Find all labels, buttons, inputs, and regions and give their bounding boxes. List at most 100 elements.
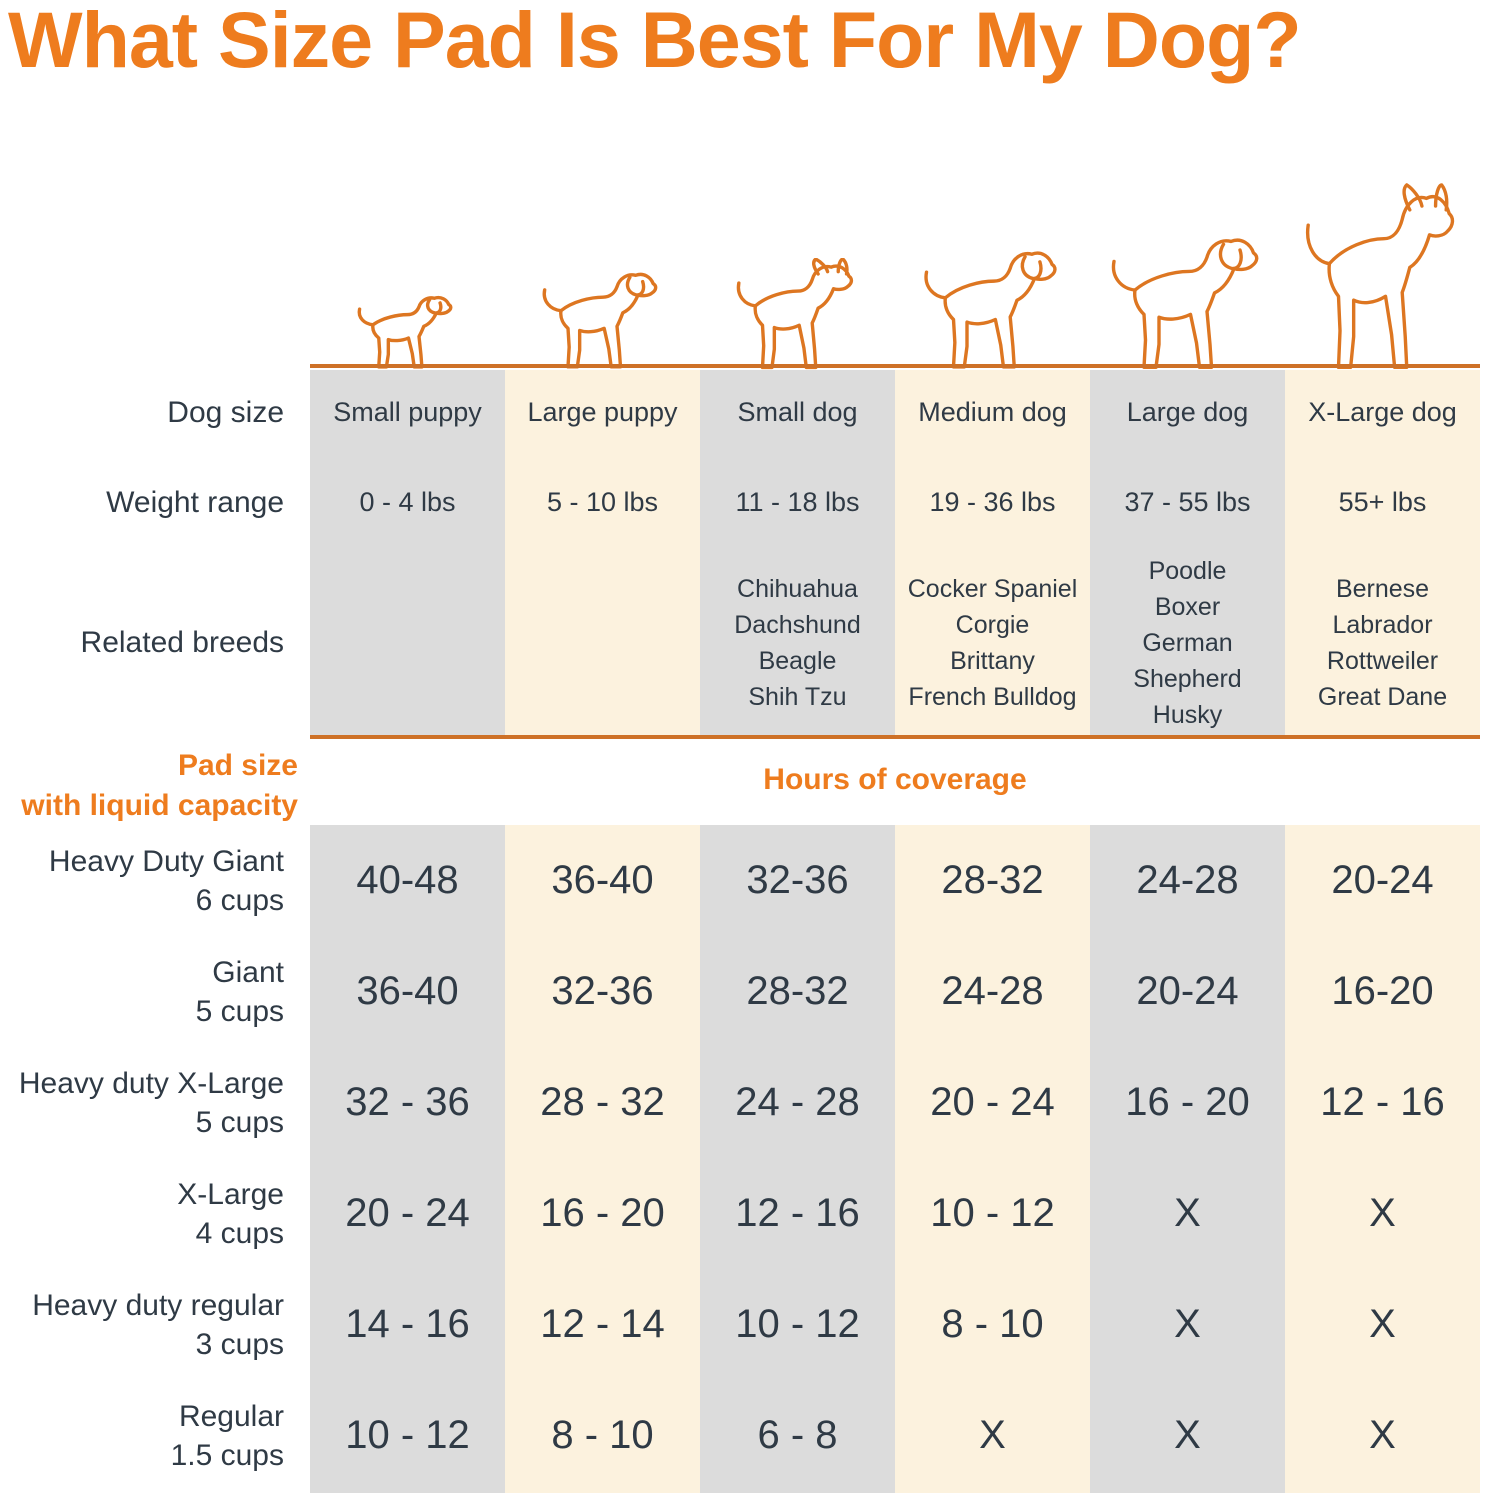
weight-value: 5 - 10 lbs — [546, 487, 659, 517]
breed-item: Beagle — [758, 646, 837, 675]
hours-cell: 10 - 12 — [345, 1413, 470, 1457]
hours-cell: X — [979, 1413, 1006, 1457]
pad-capacity: 5 cups — [195, 1105, 284, 1139]
pad-name: Heavy Duty Giant — [48, 844, 284, 878]
hours-cell: X — [1369, 1191, 1396, 1235]
pad-size-label-line2: with liquid capacity — [21, 788, 298, 822]
breed-item: Poodle — [1148, 556, 1227, 585]
column-background — [310, 370, 505, 737]
hours-cell: 12 - 16 — [735, 1191, 860, 1235]
hours-cell: 16-20 — [1331, 969, 1434, 1013]
column-header: Small puppy — [333, 397, 482, 427]
pad-row: Heavy duty regular 3 cups 14 - 16 12 - 1… — [0, 1269, 1480, 1380]
pad-row-label: Heavy Duty Giant 6 cups — [0, 825, 310, 936]
weight-value: 11 - 18 lbs — [735, 487, 860, 517]
pad-row-label: Heavy duty X-Large 5 cups — [0, 1047, 310, 1158]
hours-cell: 8 - 10 — [551, 1413, 654, 1457]
breed-item: Boxer — [1154, 592, 1221, 621]
breed-item: Labrador — [1332, 610, 1433, 639]
hours-cell: 40-48 — [356, 858, 459, 902]
hours-cell: 20-24 — [1136, 969, 1239, 1013]
pad-row: X-Large 4 cups 20 - 24 16 - 20 12 - 16 1… — [0, 1158, 1480, 1269]
weight-range-row: Weight range 0 - 4 lbs 5 - 10 lbs 11 - 1… — [0, 455, 1480, 550]
medium-dog-icon — [913, 244, 1075, 372]
hours-cell: 10 - 12 — [735, 1302, 860, 1346]
column-header: Large dog — [1126, 397, 1249, 427]
column-background — [895, 370, 1090, 737]
column-header: X-Large dog — [1308, 397, 1457, 427]
breeds-list — [505, 550, 700, 735]
ground-line — [310, 364, 1480, 368]
column-header: Medium dog — [918, 397, 1067, 427]
hours-cell: 20-24 — [1331, 858, 1434, 902]
breed-item: Bernese — [1335, 574, 1430, 603]
pad-capacity: 3 cups — [195, 1327, 284, 1361]
column-background — [895, 825, 1090, 1493]
hours-cell: X — [1174, 1191, 1201, 1235]
hours-cell: 24-28 — [1136, 858, 1239, 902]
breed-item: Shih Tzu — [748, 682, 847, 711]
pad-row-label: Regular 1.5 cups — [0, 1380, 310, 1491]
pad-row: Giant 5 cups 36-40 32-36 28-32 24-28 20-… — [0, 936, 1480, 1047]
column-header: Large puppy — [527, 397, 678, 427]
hours-of-coverage-header: Hours of coverage — [763, 763, 1027, 796]
column-background — [505, 370, 700, 737]
weight-value: 37 - 55 lbs — [1124, 487, 1251, 517]
header-columns-background — [310, 370, 1480, 737]
hours-cell: 28-32 — [746, 969, 849, 1013]
column-background — [700, 370, 895, 737]
dog-size-row: Dog size Small puppy Large puppy Small d… — [0, 370, 1480, 455]
column-background — [1285, 370, 1480, 737]
hours-cell: 8 - 10 — [941, 1302, 1044, 1346]
column-background — [505, 825, 700, 1493]
breed-item: Brittany — [950, 646, 1035, 675]
hours-cell: X — [1174, 1413, 1201, 1457]
breeds-list — [310, 550, 505, 735]
hours-cell: 32 - 36 — [345, 1080, 470, 1124]
hours-cell: 36-40 — [356, 969, 459, 1013]
related-breeds-row: Related breeds Chihuahua Dachshund Beagl… — [0, 550, 1480, 735]
pad-name: Giant — [212, 955, 284, 989]
hours-cell: 10 - 12 — [930, 1191, 1055, 1235]
small-puppy-icon — [350, 292, 465, 370]
hours-cell: 16 - 20 — [1125, 1080, 1250, 1124]
column-background — [1285, 825, 1480, 1493]
breeds-list: Poodle Boxer German Shepherd Husky — [1090, 550, 1285, 735]
large-puppy-icon — [533, 267, 673, 371]
hours-cell: 14 - 16 — [345, 1302, 470, 1346]
breed-item: Corgie — [955, 610, 1030, 639]
breed-item: Husky — [1152, 700, 1223, 729]
column-background — [700, 825, 895, 1493]
hours-cell: 32-36 — [551, 969, 654, 1013]
hours-cell: 28-32 — [941, 858, 1044, 902]
pad-size-label-line1: Pad size — [177, 749, 298, 782]
pad-name: Heavy duty regular — [32, 1288, 284, 1322]
hours-cell: 24 - 28 — [735, 1080, 860, 1124]
pad-capacity: 1.5 cups — [170, 1438, 284, 1472]
hours-cell: 20 - 24 — [930, 1080, 1055, 1124]
pad-name: X-Large — [177, 1177, 284, 1211]
pad-name: Heavy duty X-Large — [18, 1066, 284, 1100]
large-dog-icon — [1099, 230, 1279, 373]
breed-item: Rottweiler — [1326, 646, 1439, 675]
pad-row-label: Giant 5 cups — [0, 936, 310, 1047]
hours-cell: 28 - 32 — [540, 1080, 665, 1124]
pad-row: Heavy duty X-Large 5 cups 32 - 36 28 - 3… — [0, 1047, 1480, 1158]
pad-row: Regular 1.5 cups 10 - 12 8 - 10 6 - 8 X … — [0, 1380, 1480, 1491]
breed-item: French Bulldog — [908, 682, 1077, 711]
weight-value: 0 - 4 lbs — [359, 487, 456, 517]
pad-name: Regular — [178, 1399, 284, 1433]
breed-item: German Shepherd — [1133, 628, 1242, 693]
pad-capacity: 6 cups — [195, 883, 284, 917]
breed-item: Cocker Spaniel — [907, 574, 1078, 603]
breed-item: Chihuahua — [737, 574, 858, 603]
pad-row: Heavy Duty Giant 6 cups 40-48 36-40 32-3… — [0, 825, 1480, 936]
hours-cell: X — [1369, 1302, 1396, 1346]
data-columns-background — [310, 825, 1480, 1493]
pad-capacity: 4 cups — [195, 1216, 284, 1250]
breeds-list: Chihuahua Dachshund Beagle Shih Tzu — [700, 550, 895, 735]
x-large-dog-icon — [1293, 183, 1475, 375]
pad-size-label: Pad size with liquid capacity — [0, 746, 298, 825]
small-dog-icon — [727, 258, 869, 372]
hours-cell: 6 - 8 — [757, 1413, 838, 1457]
